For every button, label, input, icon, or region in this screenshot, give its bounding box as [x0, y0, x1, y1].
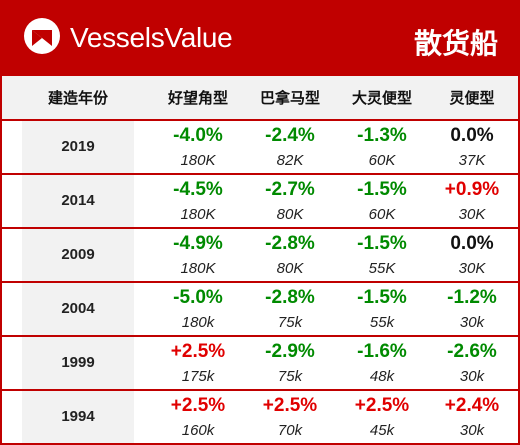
value-label: 30k: [459, 314, 485, 331]
value-label: 30k: [459, 422, 485, 439]
panamax-cell: -2.7% 80K: [244, 175, 336, 227]
panamax-cell: -2.9% 75k: [244, 337, 336, 389]
percent-change-label: -1.2%: [447, 287, 497, 308]
percent-change-label: -2.8%: [265, 287, 315, 308]
value-label: 37K: [458, 152, 486, 169]
percent-change-label: -1.6%: [357, 341, 407, 362]
percent-change-label: 0.0%: [450, 233, 494, 254]
percent-change-label: -5.0%: [173, 287, 223, 308]
brand-name: VesselsValue: [70, 22, 233, 53]
supramax-cell: -1.5% 55K: [336, 229, 428, 281]
capesize-cell: +2.5% 175k: [152, 337, 244, 389]
vesselsvalue-logo-icon: [24, 18, 60, 54]
supramax-cell: -1.3% 60K: [336, 121, 428, 173]
percent-change-label: -2.4%: [265, 125, 315, 146]
table-row: 1999 +2.5% 175k -2.9% 75k -1.6% 48k -2.6% 30k: [2, 337, 518, 391]
percent-change-label: +2.5%: [262, 395, 318, 416]
value-label: 175k: [181, 368, 215, 385]
column-header-row: 建造年份 好望角型 巴拿马型 大灵便型 灵便型: [2, 76, 518, 121]
percent-change-label: +2.4%: [444, 395, 500, 416]
column-header-panamax: 巴拿马型: [259, 89, 320, 107]
percent-change-label: -2.6%: [447, 341, 497, 362]
handysize-cell: -1.2% 30k: [426, 283, 518, 335]
handysize-cell: 0.0% 30K: [426, 229, 518, 281]
percent-change-label: +0.9%: [444, 179, 500, 200]
percent-change-label: -4.0%: [173, 125, 223, 146]
value-label: 55k: [369, 314, 395, 331]
value-label: 82K: [276, 152, 304, 169]
value-label: 180K: [180, 206, 216, 223]
panamax-cell: -2.8% 80K: [244, 229, 336, 281]
percent-change-label: +2.5%: [170, 341, 226, 362]
value-label: 180K: [180, 260, 216, 277]
handysize-cell: +2.4% 30k: [426, 391, 518, 443]
percent-change-label: -2.7%: [265, 179, 315, 200]
page-title: 散货船: [413, 27, 498, 60]
value-label: 30k: [459, 368, 485, 385]
value-label: 60K: [368, 152, 396, 169]
table-row: 1994 +2.5% 160k +2.5% 70k +2.5% 45k +2.4% 30k: [2, 391, 518, 445]
build-year-cell: 2014: [22, 175, 134, 227]
value-label: 60K: [368, 206, 396, 223]
percent-change-label: +2.5%: [354, 395, 410, 416]
table-row: 2019 -4.0% 180K -2.4% 82K -1.3% 60K 0.0% 37K: [2, 121, 518, 175]
supramax-cell: -1.5% 60K: [336, 175, 428, 227]
value-label: 70k: [277, 422, 303, 439]
panamax-cell: +2.5% 70k: [244, 391, 336, 443]
percent-change-label: +2.5%: [170, 395, 226, 416]
build-year-cell: 1999: [22, 337, 134, 389]
percent-change-label: -2.9%: [265, 341, 315, 362]
value-label: 48k: [369, 368, 395, 385]
build-year-cell: 1994: [22, 391, 134, 443]
build-year-cell: 2009: [22, 229, 134, 281]
percent-change-label: -2.8%: [265, 233, 315, 254]
column-header-handysize: 灵便型: [449, 89, 495, 107]
supramax-cell: +2.5% 45k: [336, 391, 428, 443]
capesize-cell: +2.5% 160k: [152, 391, 244, 443]
panamax-cell: -2.8% 75k: [244, 283, 336, 335]
value-label: 75k: [277, 368, 303, 385]
capesize-cell: -5.0% 180k: [152, 283, 244, 335]
supramax-cell: -1.5% 55k: [336, 283, 428, 335]
percent-change-label: -1.5%: [357, 233, 407, 254]
handysize-cell: -2.6% 30k: [426, 337, 518, 389]
value-label: 45k: [369, 422, 395, 439]
percent-change-label: -1.3%: [357, 125, 407, 146]
value-label: 55K: [368, 260, 396, 277]
handysize-cell: 0.0% 37K: [426, 121, 518, 173]
supramax-cell: -1.6% 48k: [336, 337, 428, 389]
value-label: 160k: [181, 422, 215, 439]
capesize-cell: -4.0% 180K: [152, 121, 244, 173]
percent-change-label: -4.5%: [173, 179, 223, 200]
column-header-capesize: 好望角型: [167, 89, 228, 107]
value-label: 80K: [276, 260, 304, 277]
value-label: 180k: [181, 314, 215, 331]
percent-change-label: 0.0%: [450, 125, 494, 146]
percent-change-label: -4.9%: [173, 233, 223, 254]
handysize-cell: +0.9% 30K: [426, 175, 518, 227]
capesize-cell: -4.5% 180K: [152, 175, 244, 227]
percent-change-label: -1.5%: [357, 287, 407, 308]
capesize-cell: -4.9% 180K: [152, 229, 244, 281]
value-label: 75k: [277, 314, 303, 331]
value-label: 80K: [276, 206, 304, 223]
percent-change-label: -1.5%: [357, 179, 407, 200]
table-row: 2014 -4.5% 180K -2.7% 80K -1.5% 60K +0.9% 30K: [2, 175, 518, 229]
value-label: 30K: [458, 260, 486, 277]
build-year-cell: 2019: [22, 121, 134, 173]
header-banner: VesselsValue 散货船: [2, 2, 518, 76]
panamax-cell: -2.4% 82K: [244, 121, 336, 173]
table-row: 2009 -4.9% 180K -2.8% 80K -1.5% 55K 0.0% 30K: [2, 229, 518, 283]
value-label: 180K: [180, 152, 216, 169]
column-header-build-year: 建造年份: [47, 89, 108, 107]
value-label: 30K: [458, 206, 486, 223]
table-row: 2004 -5.0% 180k -2.8% 75k -1.5% 55k -1.2% 30k: [2, 283, 518, 337]
build-year-cell: 2004: [22, 283, 134, 335]
column-header-supramax: 大灵便型: [351, 89, 412, 107]
